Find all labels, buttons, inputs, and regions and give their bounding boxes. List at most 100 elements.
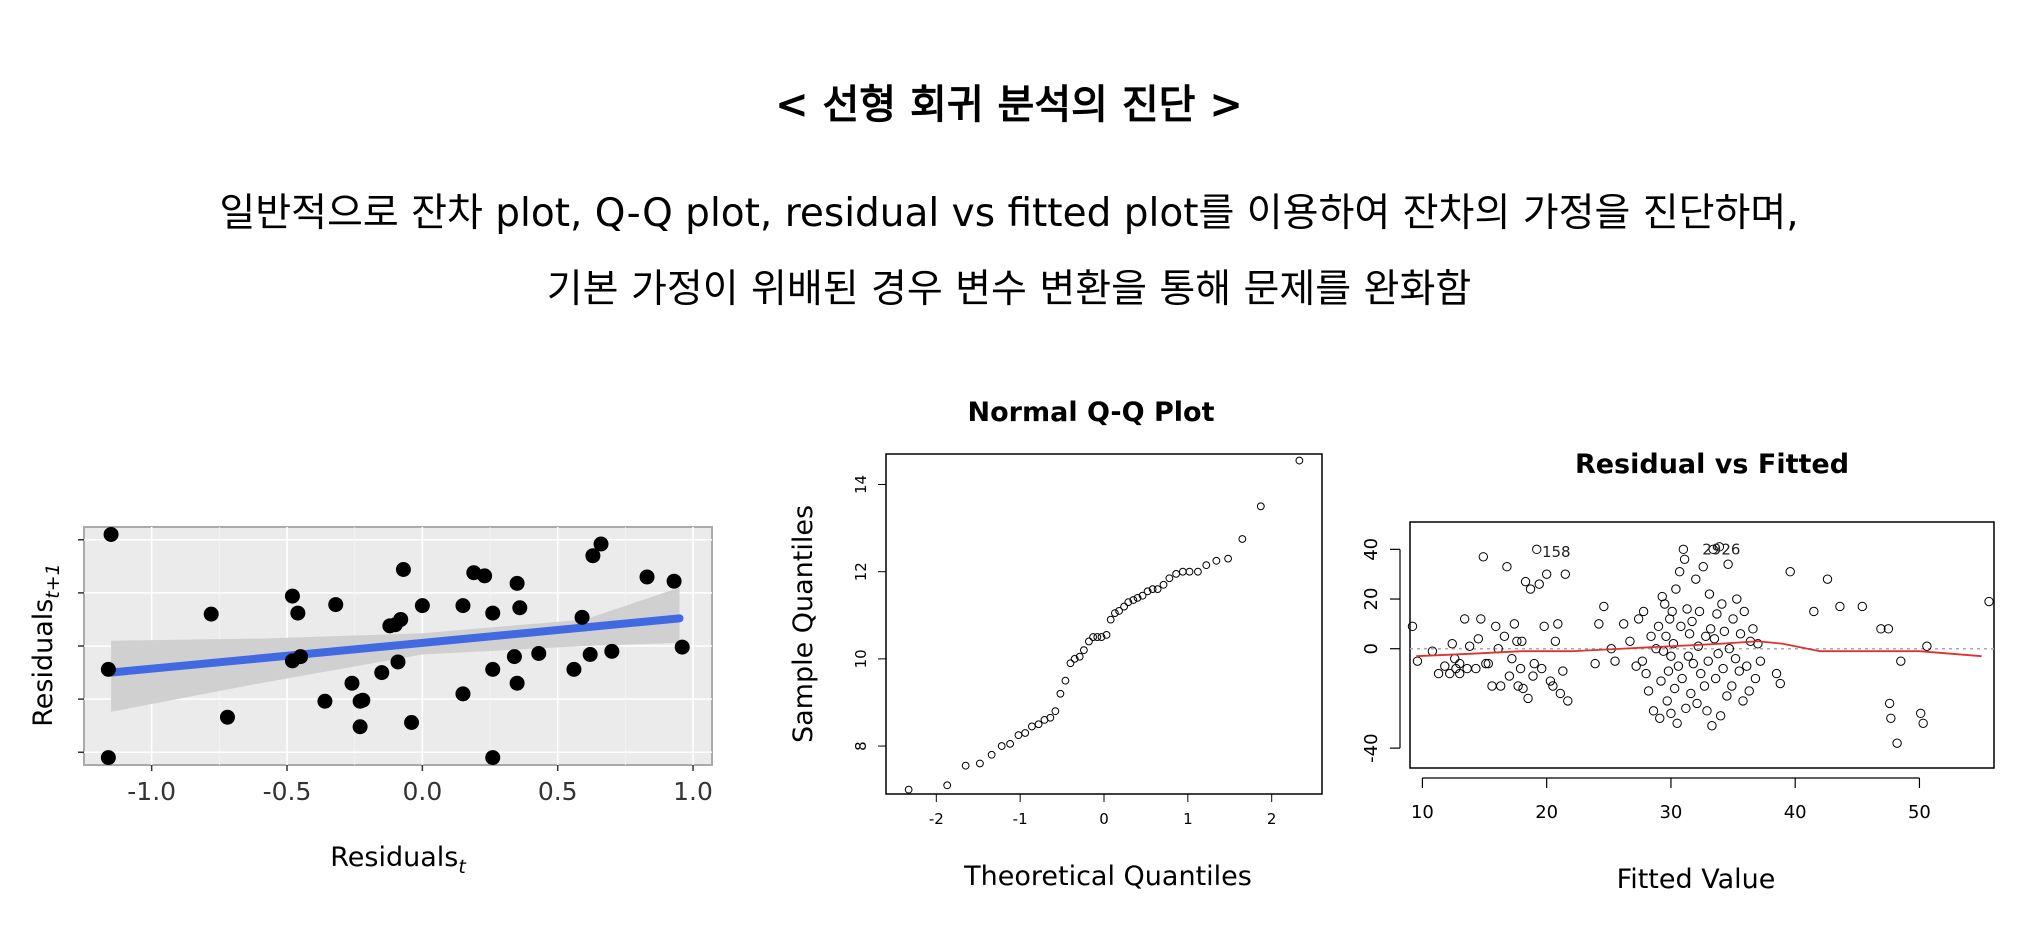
data-point	[1478, 552, 1489, 562]
data-point	[1120, 602, 1129, 611]
data-point	[1165, 574, 1174, 583]
smooth-line	[1416, 640, 1982, 658]
data-point	[1106, 615, 1115, 624]
data-point	[1512, 636, 1522, 646]
x-tick-label: -1	[1013, 810, 1028, 828]
data-point	[593, 536, 609, 552]
data-point	[1518, 683, 1528, 694]
data-point	[1648, 706, 1659, 716]
data-point	[512, 600, 528, 616]
data-point	[1666, 651, 1676, 661]
data-point	[1724, 644, 1735, 654]
data-point	[1159, 580, 1168, 589]
data-point	[1115, 607, 1123, 615]
data-point	[1034, 720, 1043, 729]
data-point	[1679, 554, 1690, 564]
data-point	[1686, 688, 1696, 699]
data-point	[1723, 559, 1733, 569]
data-point	[1674, 566, 1685, 577]
data-point	[1678, 544, 1689, 555]
data-point	[1671, 584, 1681, 594]
data-point	[1719, 626, 1730, 637]
data-point	[1496, 681, 1506, 691]
data-point	[1550, 636, 1561, 646]
data-point	[1662, 696, 1672, 706]
x-tick-label: 30	[1659, 802, 1682, 823]
x-tick-label: 0.5	[538, 777, 578, 806]
data-point	[1185, 567, 1194, 576]
data-point	[1097, 633, 1106, 641]
data-point	[1667, 606, 1677, 617]
data-point	[100, 750, 116, 766]
data-point	[1476, 614, 1486, 624]
data-point	[1696, 668, 1706, 679]
data-point	[639, 569, 655, 585]
data-point	[1172, 569, 1181, 578]
data-point	[455, 686, 471, 702]
data-point	[1455, 658, 1465, 669]
data-point	[1717, 599, 1727, 609]
data-point	[1548, 681, 1558, 691]
data-point	[1545, 676, 1556, 686]
data-point	[1537, 663, 1547, 674]
data-point	[485, 661, 501, 677]
data-point	[582, 647, 598, 662]
data-point	[352, 719, 368, 735]
data-point	[1663, 666, 1674, 676]
data-point	[1681, 703, 1691, 714]
data-point	[1447, 639, 1457, 649]
x-tick-label: -1.0	[127, 777, 176, 806]
plot-frame	[1409, 521, 1995, 769]
data-point	[1133, 593, 1142, 602]
data-point	[485, 750, 501, 766]
data-point	[1111, 609, 1119, 618]
data-point	[290, 605, 306, 621]
data-point	[674, 639, 690, 655]
data-point	[1661, 631, 1671, 642]
data-point	[1471, 663, 1481, 674]
data-point	[1202, 561, 1211, 570]
y-tick-label: 40	[1361, 538, 1382, 561]
data-point	[395, 562, 411, 577]
data-point	[1129, 596, 1138, 604]
data-point	[1491, 621, 1501, 632]
data-point	[1464, 641, 1475, 651]
data-point	[1722, 691, 1732, 701]
y-tick-label: 12	[852, 562, 870, 581]
data-point	[1637, 656, 1648, 666]
x-tick-label: 0	[1099, 810, 1109, 828]
data-point	[1687, 616, 1697, 627]
data-point	[1682, 604, 1692, 614]
data-point	[1224, 554, 1232, 563]
x-tick-labels: -1.0 -0.5 0.0 0.5 1.0	[78, 539, 713, 806]
data-point	[293, 649, 309, 665]
data-point	[1730, 653, 1741, 664]
data-point	[531, 645, 547, 661]
data-point	[1735, 629, 1746, 639]
data-point	[1523, 693, 1533, 704]
data-point	[1918, 718, 1928, 728]
x-tick-label: 0.0	[402, 777, 442, 806]
data-point	[1701, 631, 1711, 642]
data-point	[1295, 456, 1304, 465]
data-point	[1822, 574, 1833, 584]
page-title: < 선형 회귀 분석의 진단 >	[775, 82, 1243, 128]
data-point	[1656, 676, 1666, 686]
data-point	[1677, 673, 1687, 684]
data-point	[1738, 696, 1748, 706]
data-point	[1553, 619, 1563, 629]
data-point	[1433, 668, 1444, 679]
data-point	[1520, 576, 1531, 587]
y-tick-label: 8	[852, 741, 870, 751]
data-point	[1732, 594, 1742, 604]
data-point	[1668, 639, 1679, 649]
data-point	[219, 709, 235, 725]
data-point	[1532, 544, 1542, 555]
data-points	[100, 526, 690, 766]
data-point	[1742, 661, 1752, 671]
data-point	[393, 611, 409, 627]
data-point	[1876, 624, 1886, 634]
data-point	[1715, 711, 1726, 721]
